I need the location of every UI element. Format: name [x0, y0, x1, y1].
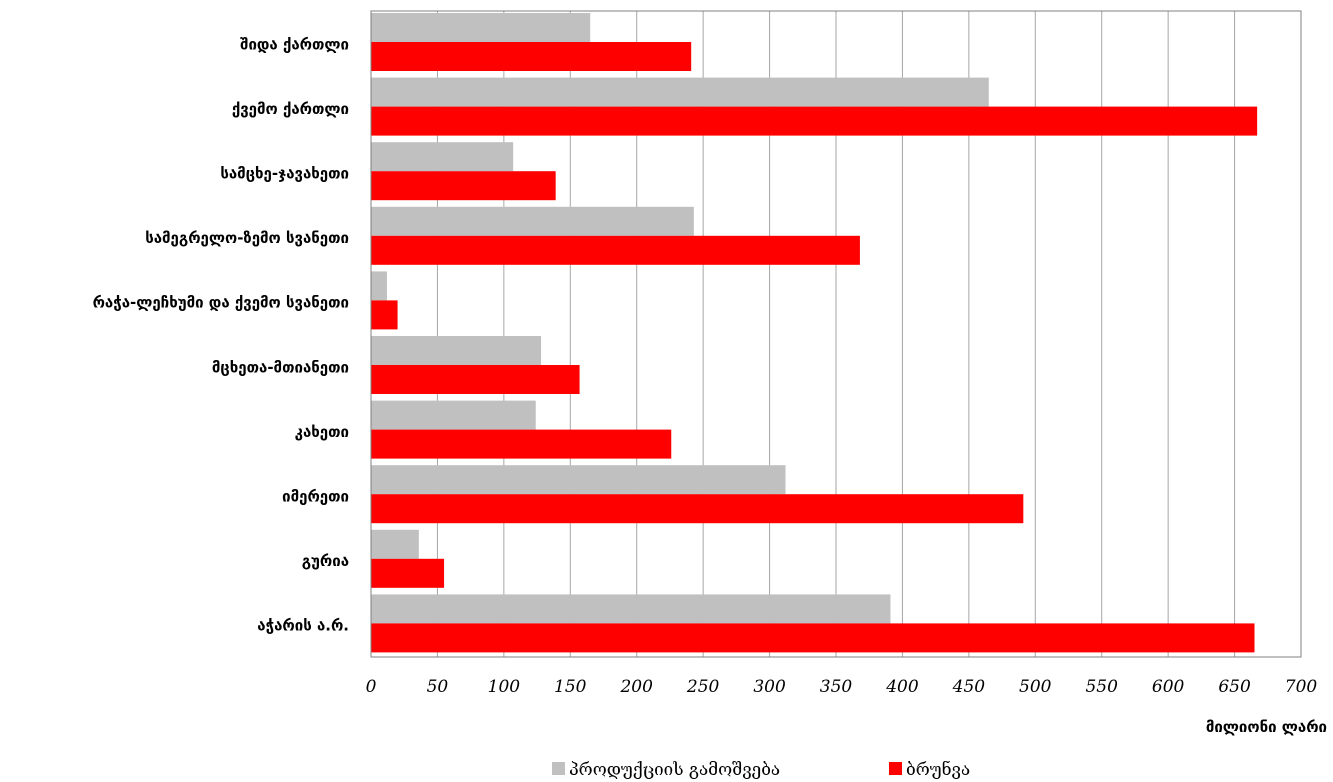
- bar-production: [371, 142, 514, 172]
- bar-production: [371, 13, 591, 42]
- bar-turnover: [371, 300, 398, 330]
- bar-production: [371, 77, 989, 107]
- bar-turnover: [371, 494, 1024, 524]
- bar-production: [371, 336, 542, 365]
- x-tick-label: 700: [1285, 677, 1318, 697]
- x-tick-label: 600: [1152, 677, 1185, 697]
- x-tick-label: 500: [1019, 677, 1052, 697]
- category-labels: შიდა ქართლი ქვემო ქართლი სამცხე-ჯავახეთი სა…: [93, 35, 349, 634]
- x-tick-label: 50: [427, 677, 449, 697]
- x-tick-label: 300: [753, 677, 786, 697]
- bar-turnover: [371, 235, 860, 265]
- category-label: გურია: [302, 552, 349, 570]
- category-label: რაჭა-ლეჩხუმი და ქვემო სვანეთი: [93, 294, 349, 312]
- category-label: აჭარის ა.რ.: [257, 617, 349, 635]
- legend-label: ბრუნვა: [906, 760, 970, 780]
- x-tick-label: 100: [488, 677, 521, 697]
- x-tick-label: 250: [686, 677, 720, 697]
- category-label: კახეთი: [295, 423, 349, 441]
- x-tick-label: 150: [554, 677, 587, 697]
- category-label: მცხეთა-მთიანეთი: [212, 358, 349, 376]
- bar-turnover: [371, 623, 1255, 653]
- bar-production: [371, 594, 891, 624]
- bar-production: [371, 206, 694, 236]
- legend-label: პროდუქციის გამოშვება: [569, 760, 780, 780]
- x-tick-label: 650: [1218, 677, 1251, 697]
- x-tick-label: 200: [619, 677, 653, 697]
- category-label: სამცხე-ჯავახეთი: [220, 165, 349, 183]
- bar-turnover: [371, 429, 672, 459]
- x-tick-label: 450: [952, 677, 986, 697]
- bar-production: [371, 271, 387, 301]
- x-tick-label: 350: [820, 677, 853, 697]
- bars: [371, 13, 1258, 653]
- legend-swatch: [889, 762, 902, 775]
- bar-turnover: [371, 106, 1258, 136]
- category-label: შიდა ქართლი: [240, 35, 349, 53]
- bar-production: [371, 400, 536, 430]
- plot-frame: [370, 10, 1302, 658]
- bar-turnover: [371, 42, 692, 71]
- bar-turnover: [371, 171, 556, 201]
- x-tick-label: 0: [366, 677, 377, 697]
- legend-swatch: [552, 762, 565, 775]
- bar-production: [371, 465, 786, 495]
- category-label: იმერეთი: [282, 488, 349, 506]
- bar-turnover: [371, 558, 445, 588]
- category-label: სამეგრელო-ზემო სვანეთი: [145, 229, 349, 247]
- x-axis-title: მილიონი ლარი: [1206, 718, 1327, 736]
- bar-turnover: [371, 365, 580, 394]
- x-tick-label: 400: [885, 677, 919, 697]
- legend: პროდუქციის გამოშვება ბრუნვა: [552, 760, 970, 780]
- x-tick-labels: 0 50 100 150 200 250 300 350 400 450 500 550 600 650 7…: [366, 677, 1318, 697]
- category-label: ქვემო ქართლი: [232, 100, 349, 118]
- bar-production: [371, 529, 419, 559]
- x-tick-label: 550: [1085, 677, 1118, 697]
